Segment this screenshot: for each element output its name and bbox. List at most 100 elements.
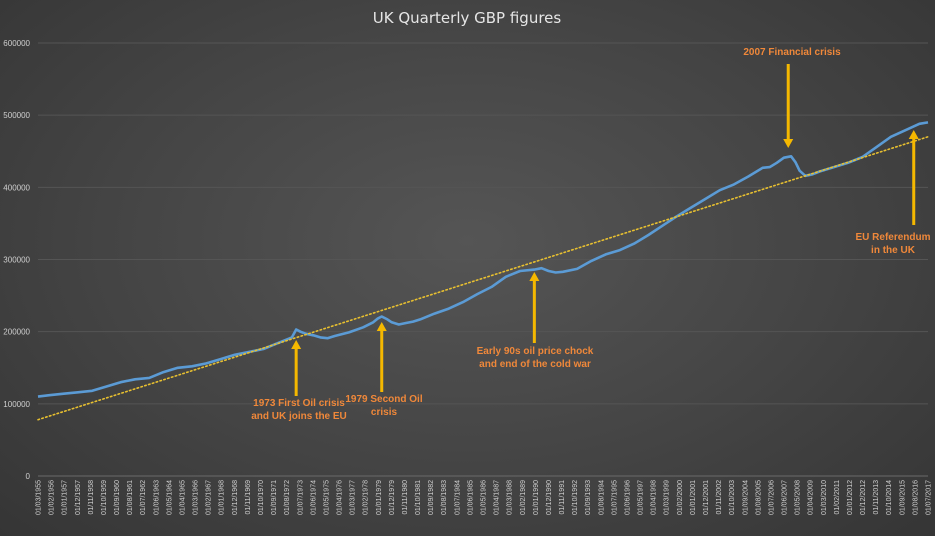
y-tick-label: 400000: [3, 183, 30, 192]
x-axis: 01/03/1955 01/02/1956 01/01/1957 01/12/1957…: [36, 480, 933, 515]
annotation-label: crisis: [371, 407, 398, 418]
annotation-arrowhead: [908, 130, 919, 139]
x-tick-label: 01/07/1995: [611, 480, 618, 515]
x-tick-label: 01/08/1994: [598, 480, 605, 515]
x-tick-label: 01/09/2015: [899, 480, 906, 515]
x-tick-label: 01/08/2005: [755, 480, 762, 515]
x-tick-label: 01/03/2010: [821, 480, 828, 515]
x-tick-label: 01/03/1955: [36, 480, 43, 515]
x-tick-label: 01/04/1965: [179, 480, 186, 515]
y-tick-label: 0: [26, 472, 31, 481]
annotation-label: EU Referendum: [855, 232, 930, 243]
x-tick-label: 01/08/1972: [284, 480, 291, 515]
x-tick-label: 01/01/2012: [847, 480, 854, 515]
x-tick-label: 01/02/1978: [363, 480, 370, 515]
annotation-arrowhead: [783, 139, 794, 148]
annotation: 1973 First Oil crisis and UK joins the EU: [251, 340, 347, 422]
x-tick-label: 01/05/2008: [795, 480, 802, 515]
x-tick-label: 01/02/1989: [520, 480, 527, 515]
x-tick-label: 01/12/1957: [75, 480, 82, 515]
annotation: 2007 Financial crisis: [743, 47, 841, 148]
x-tick-label: 01/09/2004: [742, 480, 749, 515]
x-tick-label: 01/04/1998: [651, 480, 658, 515]
annotation-label: 1973 First Oil crisis: [253, 398, 345, 409]
x-tick-label: 01/01/1979: [376, 480, 383, 515]
x-tick-label: 01/02/2000: [677, 480, 684, 515]
annotation-arrowhead: [291, 340, 302, 349]
x-tick-label: 01/05/1964: [166, 480, 173, 515]
grid-lines: [38, 42, 928, 477]
x-tick-label: 01/10/2003: [729, 480, 736, 515]
x-tick-label: 01/10/1981: [415, 480, 422, 515]
x-tick-label: 01/06/1963: [153, 480, 160, 515]
annotation-label: and UK joins the EU: [251, 411, 347, 422]
y-tick-label: 500000: [3, 111, 30, 120]
annotation-arrowhead: [376, 322, 387, 331]
x-tick-label: 01/10/2014: [886, 480, 893, 515]
x-tick-label: 01/05/1986: [481, 480, 488, 515]
x-tick-label: 01/09/1982: [428, 480, 435, 515]
x-tick-label: 01/04/1976: [337, 480, 344, 515]
x-tick-label: 01/06/1996: [624, 480, 631, 515]
annotation-label: Early 90s oil price chock: [477, 346, 594, 357]
x-tick-label: 01/07/1962: [140, 480, 147, 515]
x-tick-label: 01/11/1969: [245, 480, 252, 515]
x-tick-label: 01/03/1999: [664, 480, 671, 515]
x-tick-label: 01/11/2002: [716, 480, 723, 515]
x-tick-label: 01/07/1973: [297, 480, 304, 515]
x-tick-label: 01/11/1991: [559, 480, 566, 515]
x-tick-label: 01/02/2011: [834, 480, 841, 515]
annotation-arrowhead: [529, 272, 540, 281]
x-tick-label: 01/03/1966: [193, 480, 200, 515]
x-tick-label: 01/09/1960: [114, 480, 121, 515]
x-tick-label: 01/10/1992: [572, 480, 579, 515]
x-tick-label: 01/03/1988: [507, 480, 514, 515]
annotation-label: 2007 Financial crisis: [743, 47, 841, 58]
x-tick-label: 01/06/2007: [782, 480, 789, 515]
annotation-label: in the UK: [871, 245, 916, 256]
x-tick-label: 01/04/1987: [494, 480, 501, 515]
x-tick-label: 01/09/1993: [585, 480, 592, 515]
annotation-label: 1979 Second Oil: [345, 394, 422, 405]
x-tick-label: 01/03/1977: [350, 480, 357, 515]
annotation: 1979 Second Oil crisis: [345, 322, 423, 418]
y-tick-label: 200000: [3, 328, 30, 337]
x-tick-label: 01/07/2006: [768, 480, 775, 515]
gdp-line: [37, 121, 929, 398]
x-tick-label: 01/04/2009: [808, 480, 815, 515]
annotation: EU Referendum in the UK: [855, 130, 931, 256]
x-tick-label: 01/12/1990: [546, 480, 553, 515]
x-tick-label: 01/12/2012: [860, 480, 867, 515]
x-tick-label: 01/12/1979: [389, 480, 396, 515]
annotation-label: and end of the cold war: [479, 359, 591, 370]
x-tick-label: 01/06/1974: [310, 480, 317, 515]
x-tick-label: 01/11/1958: [88, 480, 95, 515]
x-tick-label: 01/02/1956: [49, 480, 56, 515]
x-tick-label: 01/09/1971: [271, 480, 278, 515]
x-tick-label: 01/11/1980: [402, 480, 409, 515]
annotation: Early 90s oil price chock and end of the …: [477, 272, 594, 370]
y-tick-label: 600000: [3, 39, 30, 48]
x-tick-label: 01/12/1968: [232, 480, 239, 515]
y-axis: 0 100000 200000 300000 400000 500000 600000: [3, 39, 30, 481]
x-tick-label: 01/07/1984: [454, 480, 461, 515]
x-tick-label: 01/07/2017: [926, 480, 933, 515]
x-tick-label: 01/10/1970: [258, 480, 265, 515]
x-tick-label: 01/01/1990: [533, 480, 540, 515]
series-group: [37, 121, 929, 421]
x-tick-label: 01/08/1983: [441, 480, 448, 515]
x-tick-label: 01/08/2016: [912, 480, 919, 515]
x-tick-label: 01/10/1959: [101, 480, 108, 515]
x-tick-label: 01/01/2001: [690, 480, 697, 515]
x-tick-label: 01/05/1997: [638, 480, 645, 515]
y-tick-label: 100000: [3, 400, 30, 409]
annotations: 1973 First Oil crisis and UK joins the EU…: [251, 47, 930, 422]
x-tick-label: 01/01/1968: [219, 480, 226, 515]
x-tick-label: 01/06/1985: [467, 480, 474, 515]
x-tick-label: 01/05/1975: [323, 480, 330, 515]
x-tick-label: 01/11/2013: [873, 480, 880, 515]
trend-line: [37, 136, 929, 421]
chart-title: UK Quarterly GBP figures: [373, 9, 562, 27]
